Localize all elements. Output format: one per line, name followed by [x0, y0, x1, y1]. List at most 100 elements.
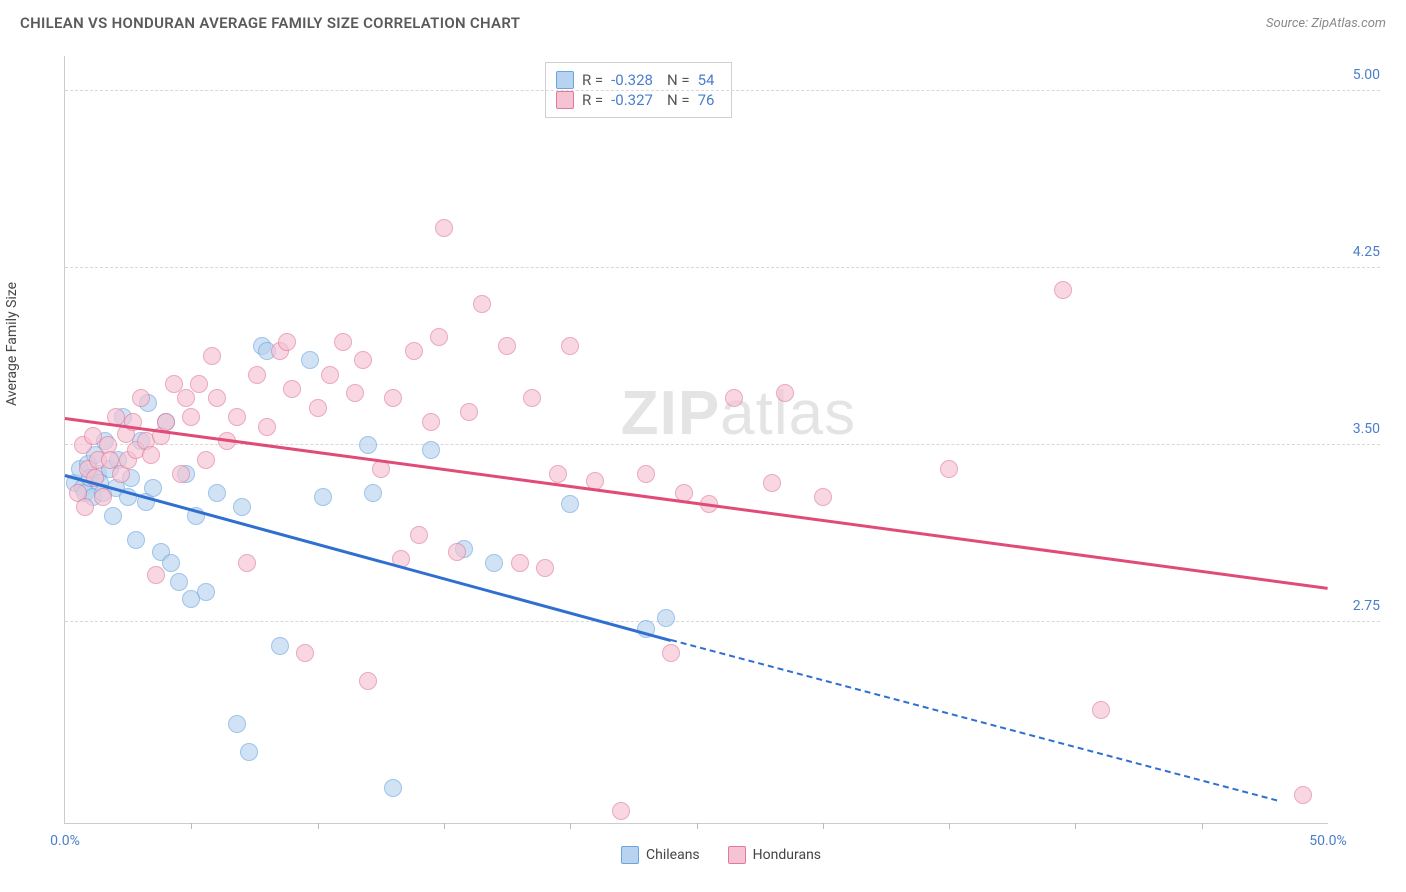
trend-line-extension	[671, 639, 1278, 801]
y-tick-label: 3.50	[1334, 421, 1380, 437]
legend-item-chileans: Chileans	[621, 846, 700, 864]
data-point	[359, 436, 377, 454]
x-tick	[318, 823, 319, 829]
x-tick	[444, 823, 445, 829]
data-point	[523, 389, 541, 407]
data-point	[561, 337, 579, 355]
y-tick-label: 5.00	[1334, 67, 1380, 83]
data-point	[283, 380, 301, 398]
n-value-hondurans: 76	[698, 91, 715, 109]
plot-area: ZIPatlas R = -0.328 N = 54 R = -0.327 N …	[64, 56, 1328, 824]
data-point	[410, 526, 428, 544]
data-point	[1054, 281, 1072, 299]
swatch-hondurans	[556, 91, 574, 109]
data-point	[271, 637, 289, 655]
x-tick-label-left: 0.0%	[50, 833, 80, 849]
data-point	[238, 554, 256, 572]
data-point	[354, 351, 372, 369]
data-point	[498, 337, 516, 355]
data-point	[94, 488, 112, 506]
data-point	[240, 743, 258, 761]
gridline	[65, 90, 1380, 91]
watermark-zip: ZIP	[621, 379, 720, 448]
data-point	[142, 446, 160, 464]
y-tick-label: 2.75	[1334, 598, 1380, 614]
legend-label-chileans: Chileans	[646, 847, 700, 863]
data-point	[435, 219, 453, 237]
legend-swatch-hondurans	[728, 846, 746, 864]
data-point	[278, 333, 296, 351]
data-point	[258, 418, 276, 436]
data-point	[321, 366, 339, 384]
n-value-chileans: 54	[698, 71, 715, 89]
chart-container: Average Family Size ZIPatlas R = -0.328 …	[20, 48, 1386, 872]
data-point	[228, 715, 246, 733]
data-point	[233, 498, 251, 516]
data-point	[157, 413, 175, 431]
data-point	[662, 644, 680, 662]
data-point	[346, 384, 364, 402]
data-point	[448, 543, 466, 561]
data-point	[172, 465, 190, 483]
data-point	[170, 573, 188, 591]
data-point	[314, 488, 332, 506]
n-label: N =	[667, 91, 690, 109]
data-point	[763, 474, 781, 492]
x-tick	[1075, 823, 1076, 829]
data-point	[485, 554, 503, 572]
data-point	[612, 802, 630, 820]
data-point	[334, 333, 352, 351]
data-point	[132, 389, 150, 407]
data-point	[364, 484, 382, 502]
data-point	[190, 375, 208, 393]
y-tick-label: 4.25	[1334, 244, 1380, 260]
stats-row-hondurans: R = -0.327 N = 76	[556, 91, 721, 109]
data-point	[536, 559, 554, 577]
data-point	[814, 488, 832, 506]
data-point	[76, 498, 94, 516]
r-label: R =	[582, 71, 603, 89]
x-tick	[191, 823, 192, 829]
data-point	[460, 403, 478, 421]
data-point	[1294, 786, 1312, 804]
data-point	[144, 479, 162, 497]
x-tick	[570, 823, 571, 829]
x-tick	[1202, 823, 1203, 829]
x-tick	[823, 823, 824, 829]
r-label: R =	[582, 91, 603, 109]
data-point	[197, 451, 215, 469]
data-point	[422, 413, 440, 431]
x-tick	[949, 823, 950, 829]
x-tick	[697, 823, 698, 829]
data-point	[725, 389, 743, 407]
data-point	[147, 566, 165, 584]
data-point	[177, 389, 195, 407]
data-point	[182, 408, 200, 426]
legend-swatch-chileans	[621, 846, 639, 864]
data-point	[657, 609, 675, 627]
data-point	[301, 351, 319, 369]
data-point	[208, 389, 226, 407]
data-point	[208, 484, 226, 502]
n-label: N =	[667, 71, 690, 89]
data-point	[228, 408, 246, 426]
legend-label-hondurans: Hondurans	[753, 847, 821, 863]
data-point	[104, 507, 122, 525]
r-value-chileans: -0.328	[611, 71, 653, 89]
data-point	[637, 465, 655, 483]
data-point	[296, 644, 314, 662]
gridline	[65, 621, 1380, 622]
data-point	[309, 399, 327, 417]
legend-item-hondurans: Hondurans	[728, 846, 821, 864]
gridline	[65, 267, 1380, 268]
data-point	[940, 460, 958, 478]
data-point	[549, 465, 567, 483]
r-value-hondurans: -0.327	[611, 91, 653, 109]
data-point	[127, 531, 145, 549]
data-point	[430, 328, 448, 346]
data-point	[203, 347, 221, 365]
data-point	[511, 554, 529, 572]
data-point	[561, 495, 579, 513]
swatch-chileans	[556, 71, 574, 89]
data-point	[162, 554, 180, 572]
